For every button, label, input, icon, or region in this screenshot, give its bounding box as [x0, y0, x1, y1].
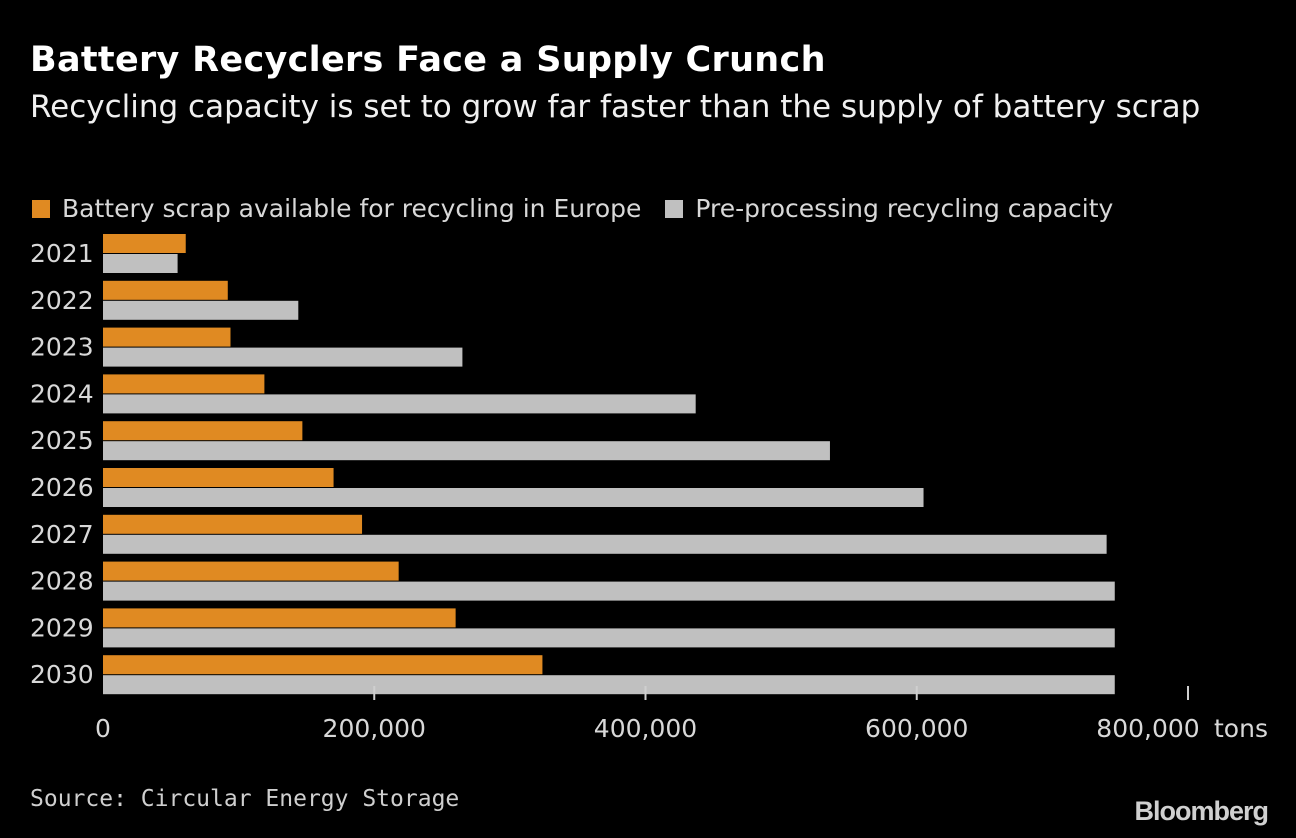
category-label-2021: 2021: [30, 239, 94, 268]
category-label-2030: 2030: [30, 660, 94, 689]
category-label-2027: 2027: [30, 520, 94, 549]
bar-scrap-2030: [103, 655, 543, 675]
category-label-2026: 2026: [30, 473, 94, 502]
x-tick-label-1: 200,000: [323, 714, 426, 743]
bar-scrap-2025: [103, 421, 303, 441]
legend-label-scrap: Battery scrap available for recycling in…: [62, 194, 642, 223]
legend-label-capacity: Pre-processing recycling capacity: [695, 194, 1114, 223]
legend-swatch-scrap: [32, 199, 50, 218]
legend: Battery scrap available for recycling in…: [32, 194, 1137, 223]
bar-capacity-2021: [103, 254, 178, 273]
bar-capacity-2028: [103, 581, 1115, 601]
bar-scrap-2024: [103, 374, 265, 394]
bar-capacity-2024: [103, 394, 696, 414]
chart-subtitle: Recycling capacity is set to grow far fa…: [30, 89, 1201, 125]
bar-scrap-2023: [103, 327, 231, 347]
chart-title: Battery Recyclers Face a Supply Crunch: [30, 40, 826, 80]
bar-scrap-2026: [103, 468, 334, 487]
bar-scrap-2027: [103, 514, 363, 534]
category-label-2029: 2029: [30, 613, 94, 642]
category-label-2028: 2028: [30, 567, 94, 596]
bar-scrap-2029: [103, 608, 456, 628]
category-label-2025: 2025: [30, 426, 94, 455]
legend-item-scrap: Battery scrap available for recycling in…: [32, 194, 641, 223]
bar-capacity-2030: [103, 675, 1115, 695]
x-tick-label-3: 600,000: [865, 714, 968, 743]
category-label-2024: 2024: [30, 379, 94, 408]
source-note: Source: Circular Energy Storage: [30, 786, 460, 812]
x-unit-label: tons: [1214, 714, 1268, 743]
bloomberg-logo: Bloomberg: [1134, 796, 1269, 826]
bar-scrap-2021: [103, 234, 186, 253]
legend-item-capacity: Pre-processing recycling capacity: [665, 194, 1113, 223]
x-tick-label-4: 800,000: [1096, 714, 1199, 743]
bar-capacity-2027: [103, 534, 1107, 554]
bar-capacity-2025: [103, 441, 830, 461]
category-label-2022: 2022: [30, 286, 94, 315]
category-label-2023: 2023: [30, 333, 94, 362]
bar-capacity-2026: [103, 488, 924, 507]
x-tick-label-2: 400,000: [594, 714, 697, 743]
x-tick-label-0: 0: [95, 714, 111, 743]
legend-swatch-capacity: [665, 199, 684, 218]
bar-scrap-2022: [103, 280, 228, 300]
bar-capacity-2022: [103, 300, 299, 320]
bar-scrap-2028: [103, 561, 399, 581]
bar-capacity-2023: [103, 347, 463, 367]
bar-capacity-2029: [103, 628, 1115, 648]
